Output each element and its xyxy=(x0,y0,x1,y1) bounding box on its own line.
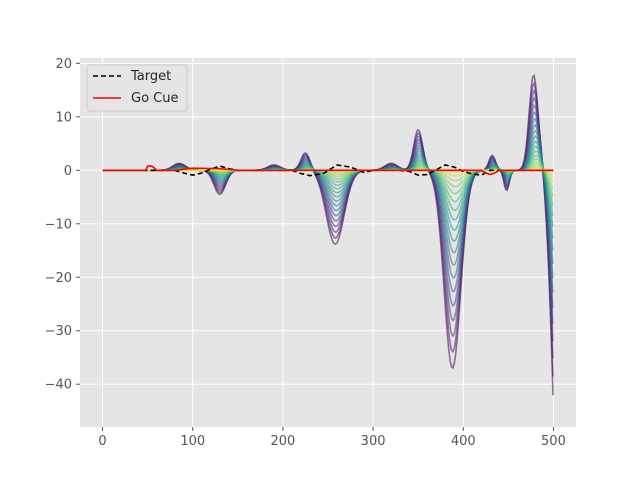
y-tick-label: −10 xyxy=(45,217,72,232)
y-tick-label: 10 xyxy=(55,110,72,125)
legend-target-label: Target xyxy=(130,69,171,84)
legend: Target Go Cue xyxy=(86,64,188,112)
y-tick-label: 20 xyxy=(55,57,72,72)
y-tick-label: −40 xyxy=(45,378,72,393)
x-tick-label: 0 xyxy=(98,434,106,449)
x-ticks: 0 100 200 300 400 500 xyxy=(98,427,566,449)
target-series-line xyxy=(102,164,554,177)
x-tick-label: 200 xyxy=(270,434,295,449)
y-tick-label: −20 xyxy=(45,271,72,286)
x-tick-label: 500 xyxy=(541,434,566,449)
y-tick-label: 0 xyxy=(64,164,72,179)
plot-area xyxy=(80,58,576,427)
x-tick-label: 100 xyxy=(180,434,205,449)
y-tick-label: −30 xyxy=(45,324,72,339)
go-cue-series-line xyxy=(102,165,554,176)
x-tick-label: 300 xyxy=(361,434,386,449)
y-ticks: −40 −30 −20 −10 0 10 20 xyxy=(45,57,80,393)
x-tick-label: 400 xyxy=(451,434,476,449)
legend-go-cue-label: Go Cue xyxy=(131,91,178,106)
